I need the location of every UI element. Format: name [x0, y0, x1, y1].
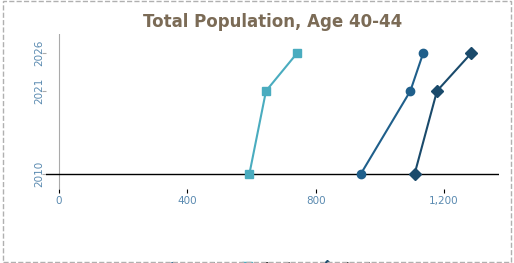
Legend: 1 mile, 3 miles, 5 miles: 1 mile, 3 miles, 5 miles: [157, 258, 388, 263]
Title: Total Population, Age 40-44: Total Population, Age 40-44: [143, 13, 402, 31]
